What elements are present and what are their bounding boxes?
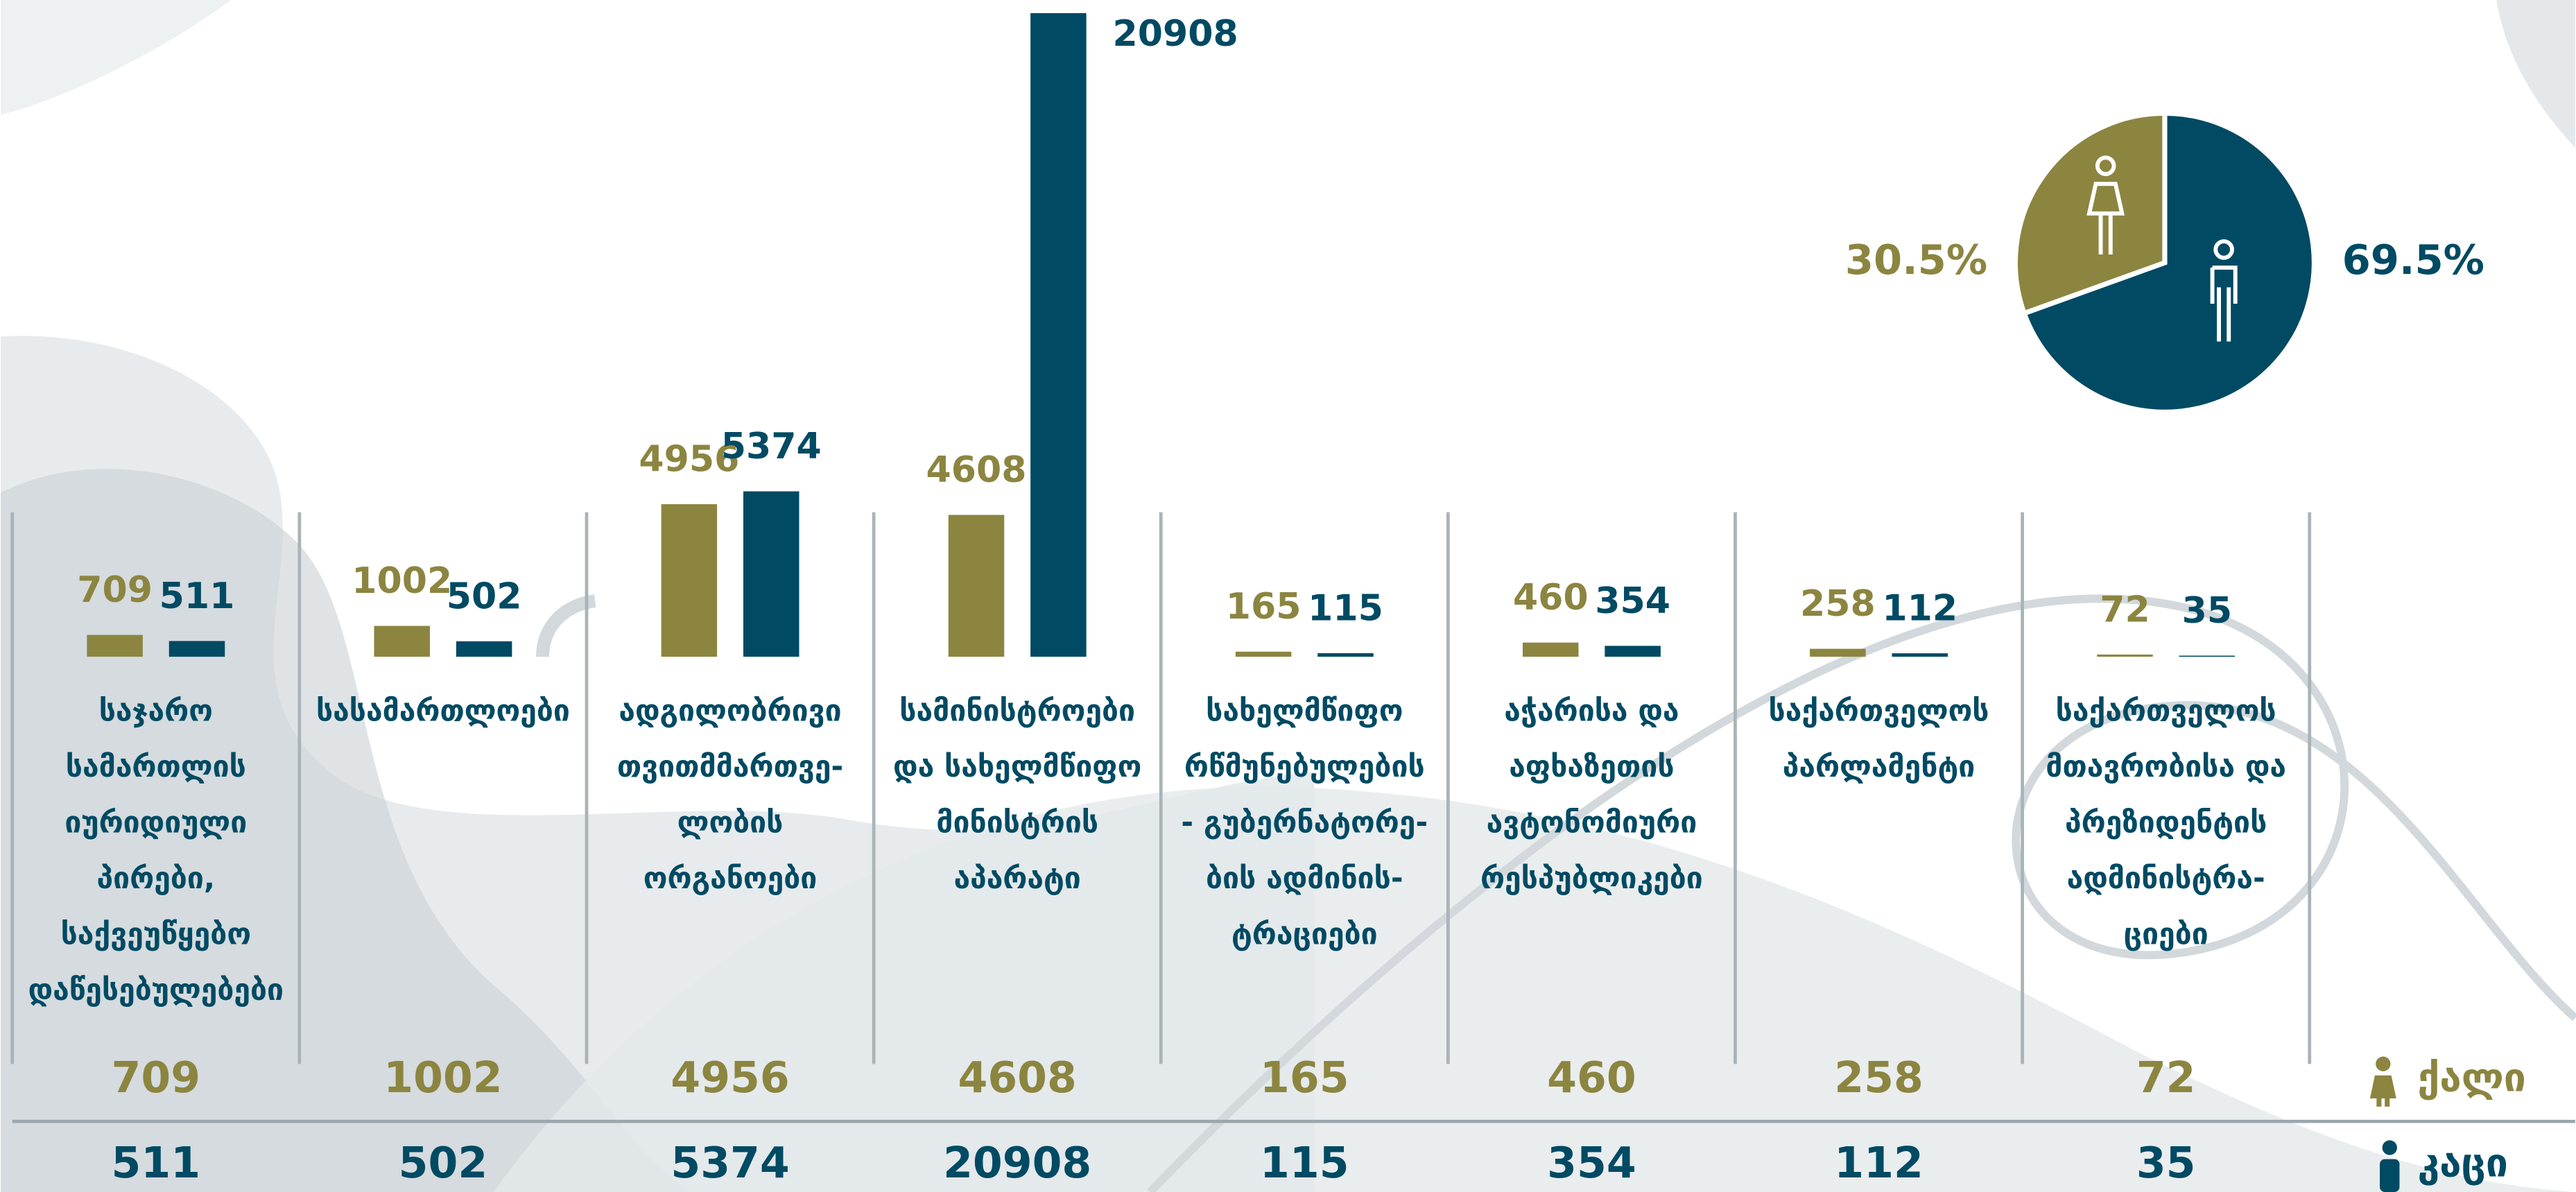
category-label: ადგილობრივი თვითმმართვე-ლობის ორგანოები	[617, 693, 843, 896]
bar-value-label: 5374	[721, 426, 822, 467]
pie-chart: 69.5% 30.5%	[1845, 110, 2484, 415]
table-value: 165	[1260, 1053, 1349, 1103]
pie-value-label: 30.5%	[1845, 236, 1987, 284]
bar-value-label: 115	[1308, 587, 1383, 629]
bar-value-label: 460	[1513, 577, 1589, 619]
table-value: 72	[2136, 1053, 2196, 1103]
bar	[948, 515, 1005, 657]
bar-value-label: 72	[2100, 589, 2150, 630]
table-value: 5374	[671, 1138, 789, 1188]
bar	[168, 641, 225, 657]
table-value: 4956	[671, 1053, 789, 1103]
female-icon-legend	[2369, 1056, 2396, 1107]
bar-value-label: 354	[1595, 580, 1670, 622]
category-label: საქართველოს მთავრობისა და პრეზიდენტის ადმინ…	[2046, 693, 2286, 951]
category-label: სასამართლოები	[316, 693, 570, 728]
table-value: 354	[1547, 1138, 1636, 1188]
bar	[743, 491, 799, 657]
table-value: 35	[2136, 1138, 2196, 1188]
bar-value-label: 511	[159, 576, 235, 617]
category-label: საქართველოს პარლამენტი	[1769, 693, 1989, 784]
male-icon-legend	[2380, 1140, 2400, 1192]
legend-label: კაცი	[2418, 1141, 2508, 1186]
bar-chart: საჯარო სამართლის იურიდიული პირები, საქვეუწყე…	[28, 12, 2526, 1188]
column-separators	[10, 512, 2312, 1064]
bar	[1030, 12, 1087, 657]
female-icon-pie	[2086, 155, 2125, 255]
bar-value-label: 35	[2182, 590, 2232, 632]
bar-value-label: 20908	[1113, 13, 1238, 55]
bar-value-label: 502	[447, 576, 522, 617]
male-icon-pie	[2210, 239, 2238, 342]
table-value: 115	[1260, 1138, 1349, 1188]
table-value: 258	[1834, 1053, 1923, 1103]
bar	[661, 504, 718, 657]
table-value: 460	[1547, 1053, 1636, 1103]
bar	[1317, 653, 1374, 657]
bar-value-label: 112	[1882, 588, 1957, 630]
pie-value-label: 69.5%	[2342, 236, 2484, 284]
bar	[2179, 655, 2236, 657]
table-value: 1002	[383, 1053, 502, 1103]
table-value: 4608	[958, 1053, 1077, 1103]
table-value: 20908	[943, 1138, 1091, 1188]
table-value: 511	[112, 1138, 200, 1188]
table-value: 112	[1834, 1138, 1923, 1188]
category-label: საჯარო სამართლის იურიდიული პირები, საქვეუწყე…	[28, 693, 284, 1008]
legend-label: ქალი	[2418, 1055, 2526, 1101]
bar	[1522, 642, 1579, 657]
category-label: აჭარისა და აფხაზეთის ავტონომიური რესპუბლიკე…	[1480, 693, 1703, 896]
table-value: 709	[112, 1053, 200, 1103]
bar	[456, 641, 512, 657]
bar	[1235, 651, 1292, 657]
category-label: სამინისტროები და სახელმწიფო მინისტრის აპარა…	[893, 693, 1141, 896]
bar	[2097, 654, 2153, 657]
bar	[374, 625, 430, 657]
bar	[1810, 648, 1866, 657]
bar	[1605, 646, 1661, 657]
table-value: 502	[399, 1138, 487, 1188]
bar-value-label: 4608	[926, 449, 1027, 491]
bar-value-label: 1002	[352, 560, 452, 602]
bar-value-label: 4956	[639, 439, 739, 481]
category-label: სახელმწიფო რწმუნებულების - გუბერნატორე-ბის…	[1181, 693, 1428, 951]
pie-slice	[2021, 110, 2317, 415]
bar	[1892, 653, 1948, 657]
bar-value-label: 165	[1226, 586, 1302, 628]
bar	[87, 634, 143, 657]
bar-value-label: 258	[1800, 583, 1876, 625]
bar-value-label: 709	[77, 569, 153, 611]
